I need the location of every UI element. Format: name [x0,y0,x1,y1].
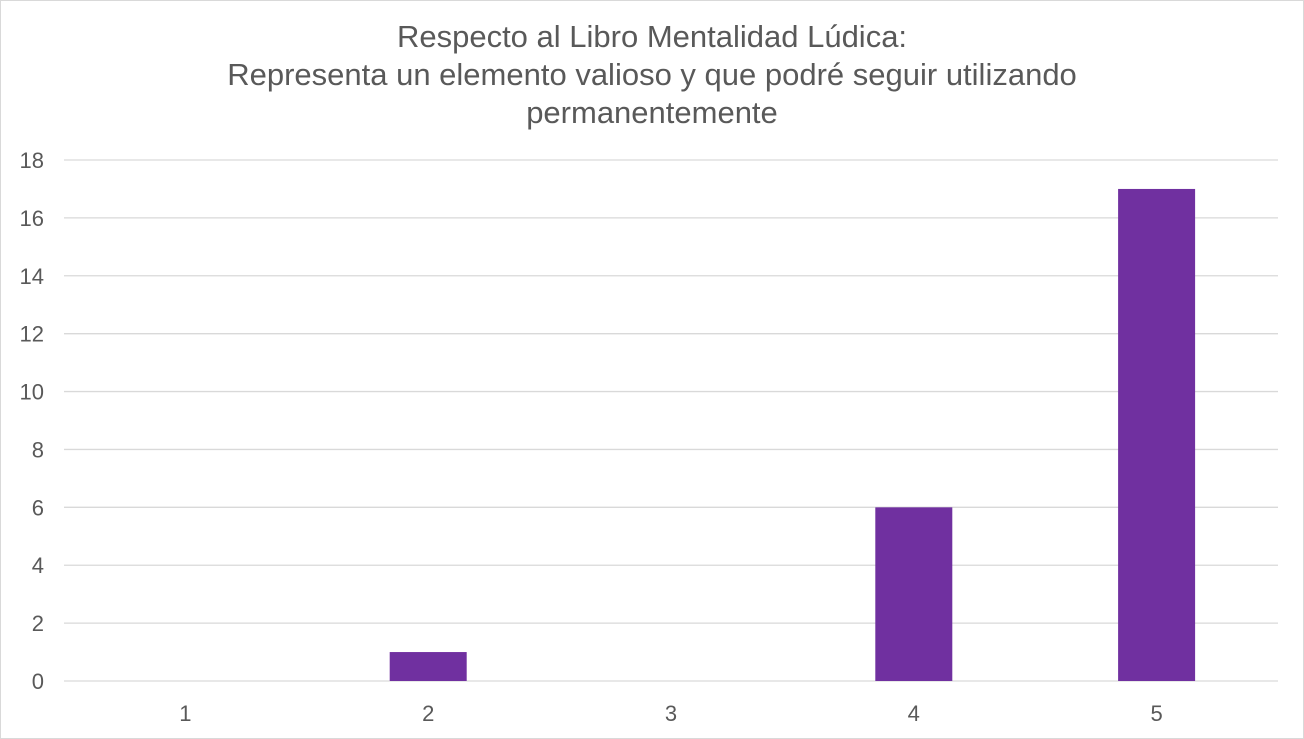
y-tick-label: 4 [32,553,44,578]
y-tick-label: 16 [20,206,44,231]
y-tick-label: 8 [32,437,44,462]
x-tick-label: 5 [1150,701,1162,726]
bar-5 [1118,188,1196,681]
x-axis-tick-labels: 1 2 3 4 5 [179,701,1162,726]
chart-title-line-3: permanentemente [526,95,778,130]
bar-4 [875,507,953,681]
y-tick-label: 18 [20,148,44,173]
x-tick-label: 1 [179,701,191,726]
y-tick-label: 12 [20,322,44,347]
gridlines [64,159,1278,682]
y-axis-tick-labels: 0 2 4 6 8 10 12 14 16 18 [20,148,44,694]
bars [389,188,1196,681]
x-tick-label: 3 [665,701,677,726]
chart-title-line-2: Representa un elemento valioso y que pod… [227,57,1077,92]
x-tick-label: 4 [908,701,920,726]
y-tick-label: 2 [32,611,44,636]
y-tick-label: 10 [20,380,44,405]
x-tick-label: 2 [422,701,434,726]
y-tick-label: 6 [32,495,44,520]
chart-title: Respecto al Libro Mentalidad Lúdica: Rep… [0,18,1304,132]
bar-2 [389,652,467,681]
y-tick-label: 0 [32,669,44,694]
chart-title-line-1: Respecto al Libro Mentalidad Lúdica: [396,19,908,54]
y-tick-label: 14 [20,264,44,289]
